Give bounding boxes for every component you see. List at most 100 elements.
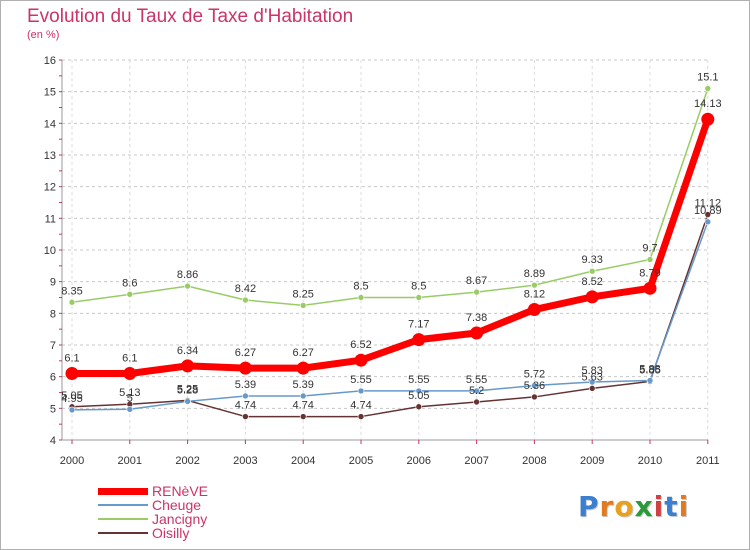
data-label: 5.25 [177, 383, 198, 395]
legend-label: Oisilly [152, 525, 190, 541]
data-label: 9.7 [642, 243, 657, 255]
data-point [299, 392, 307, 400]
data-label: 6.27 [292, 347, 313, 359]
legend: RENèVE Cheuge Jancigny Oisilly [98, 483, 298, 541]
data-label: 15.1 [697, 72, 718, 84]
y-tick-label: 11 [45, 213, 56, 225]
data-point [65, 367, 79, 380]
data-label: 5.63 [581, 371, 602, 383]
legend-entry: Jancigny [98, 511, 298, 527]
data-point [470, 326, 484, 340]
data-point [126, 291, 134, 298]
data-label: 5.55 [466, 374, 487, 386]
x-tick-label: 2008 [522, 455, 546, 467]
series-line-3 [71, 214, 709, 418]
data-label: 6.1 [122, 353, 137, 365]
data-point [704, 211, 712, 218]
data-label: 8.79 [639, 267, 660, 279]
data-point [588, 267, 596, 275]
data-label: 8.5 [353, 281, 368, 293]
legend-swatch [98, 532, 148, 534]
x-tick-label: 2000 [60, 455, 84, 467]
y-tick-label: 13 [44, 150, 56, 162]
x-tick-label: 2009 [580, 455, 604, 467]
data-label: 7.38 [466, 312, 487, 324]
data-label: 5.28 [177, 384, 198, 396]
data-label: 5 [127, 392, 133, 404]
x-tick-label: 2005 [349, 455, 373, 467]
data-label: 8.12 [524, 289, 545, 301]
data-point [643, 281, 657, 295]
data-label: 10.89 [694, 205, 722, 217]
y-tick-label: 9 [50, 277, 56, 289]
data-point [299, 413, 307, 420]
data-label: 8.67 [466, 275, 487, 287]
data-label: 4.74 [235, 400, 256, 412]
data-point [646, 377, 654, 384]
data-label: 8.5 [411, 281, 426, 293]
data-point [184, 398, 191, 405]
data-label: 8.6 [122, 277, 137, 289]
data-point [357, 294, 365, 301]
legend-entry: Oisilly [98, 525, 298, 541]
logo-letter: P [578, 490, 600, 523]
logo-letter: t [664, 490, 679, 523]
y-tick-label: 4 [50, 435, 56, 447]
y-tick-label: 7 [50, 340, 56, 352]
data-point [181, 359, 195, 373]
x-tick-label: 2002 [175, 455, 199, 467]
data-point [412, 333, 426, 347]
x-tick-label: 2003 [233, 455, 257, 467]
data-label: 5.05 [61, 390, 82, 402]
legend-entry: RENèVE [98, 483, 298, 499]
y-tick-label: 15 [44, 87, 56, 99]
data-label: 5.36 [524, 380, 545, 392]
data-label: 5.13 [119, 387, 140, 399]
data-point [701, 112, 715, 126]
legend-label: Cheuge [152, 497, 202, 513]
data-label: 5.88 [639, 363, 660, 375]
logo-letter: o [614, 490, 635, 523]
data-point [68, 298, 76, 306]
data-label: 6.34 [177, 345, 198, 357]
data-label: 7.17 [408, 319, 429, 331]
data-point [68, 406, 76, 414]
legend-label: Jancigny [152, 511, 208, 527]
data-point [242, 296, 249, 304]
legend-swatch [98, 518, 148, 520]
x-tick-label: 2007 [464, 455, 488, 467]
data-label: 5.55 [408, 374, 429, 386]
data-label: 5.05 [408, 390, 429, 402]
data-point [415, 294, 423, 301]
legend-swatch [98, 504, 148, 506]
series-line-0 [72, 118, 712, 377]
series-line-1 [71, 221, 709, 411]
y-tick-label: 16 [44, 55, 56, 67]
data-point [527, 303, 541, 317]
x-tick-label: 2010 [638, 455, 662, 467]
y-tick-label: 8 [50, 308, 56, 320]
data-point [299, 302, 307, 309]
data-label: 8.89 [524, 268, 545, 280]
data-label: 8.42 [235, 283, 256, 295]
data-label: 4.95 [61, 393, 82, 405]
data-label: 6.52 [350, 339, 371, 351]
data-point [184, 282, 191, 290]
data-label: 6.27 [235, 347, 256, 359]
data-point [357, 413, 365, 420]
data-label: 8.52 [581, 276, 602, 288]
data-point [123, 367, 137, 380]
y-tick-label: 10 [44, 245, 56, 257]
data-label: 8.86 [177, 269, 198, 281]
x-tick-label: 2001 [118, 455, 142, 467]
data-point [473, 398, 480, 406]
chart-title: Evolution du Taux de Taxe d'Habitation [27, 6, 354, 27]
data-label: 6.1 [64, 353, 79, 365]
data-label: 4.74 [292, 400, 313, 412]
data-point [704, 218, 712, 226]
data-label: 14.13 [694, 98, 722, 110]
data-label: 8.35 [61, 285, 82, 297]
data-point [585, 290, 599, 304]
x-tick-label: 2006 [407, 455, 431, 467]
x-tick-label: 2004 [291, 455, 315, 467]
